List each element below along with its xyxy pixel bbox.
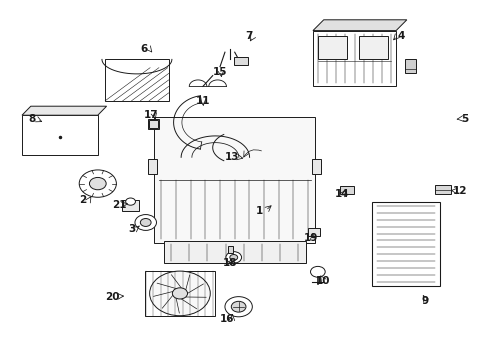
Circle shape <box>89 177 106 190</box>
Text: 9: 9 <box>421 296 428 306</box>
Bar <box>148 159 157 174</box>
Circle shape <box>149 271 210 316</box>
Text: 8: 8 <box>28 114 35 124</box>
Bar <box>154 117 315 243</box>
Bar <box>233 57 248 65</box>
Polygon shape <box>312 20 406 31</box>
Text: 5: 5 <box>460 114 467 124</box>
Bar <box>404 59 415 73</box>
Text: 14: 14 <box>334 189 349 199</box>
Bar <box>149 120 158 128</box>
Text: 13: 13 <box>224 152 239 162</box>
Bar <box>312 31 395 86</box>
Text: 20: 20 <box>105 292 120 302</box>
Text: 1: 1 <box>255 206 262 216</box>
Bar <box>22 115 98 155</box>
Bar <box>339 186 353 194</box>
Bar <box>371 202 439 286</box>
Text: 21: 21 <box>112 200 127 210</box>
Text: 7: 7 <box>245 31 253 41</box>
Bar <box>122 200 139 211</box>
Text: 6: 6 <box>141 44 147 54</box>
Circle shape <box>229 255 237 260</box>
Text: 18: 18 <box>222 258 237 268</box>
Circle shape <box>135 215 156 230</box>
Polygon shape <box>22 106 106 115</box>
Circle shape <box>79 170 116 197</box>
Text: 2: 2 <box>80 195 86 205</box>
Bar <box>227 246 232 253</box>
Bar <box>105 59 168 101</box>
Text: 12: 12 <box>451 186 466 196</box>
Circle shape <box>172 288 187 299</box>
Circle shape <box>140 219 151 226</box>
Circle shape <box>125 198 135 205</box>
Bar <box>434 185 450 194</box>
Circle shape <box>231 301 245 312</box>
Bar <box>312 159 321 174</box>
Text: 16: 16 <box>220 314 234 324</box>
Text: 3: 3 <box>128 224 135 234</box>
Text: 15: 15 <box>212 67 227 77</box>
Bar <box>307 228 320 236</box>
Bar <box>144 271 215 316</box>
Text: 19: 19 <box>303 233 317 243</box>
Circle shape <box>310 266 325 277</box>
Circle shape <box>225 252 241 263</box>
Text: 11: 11 <box>195 96 210 106</box>
Circle shape <box>224 297 252 317</box>
Bar <box>147 119 159 129</box>
Bar <box>358 36 387 58</box>
Text: 4: 4 <box>396 31 404 41</box>
Text: 10: 10 <box>315 276 329 286</box>
Bar <box>317 36 346 58</box>
Bar <box>163 241 305 263</box>
Text: 17: 17 <box>144 110 159 120</box>
